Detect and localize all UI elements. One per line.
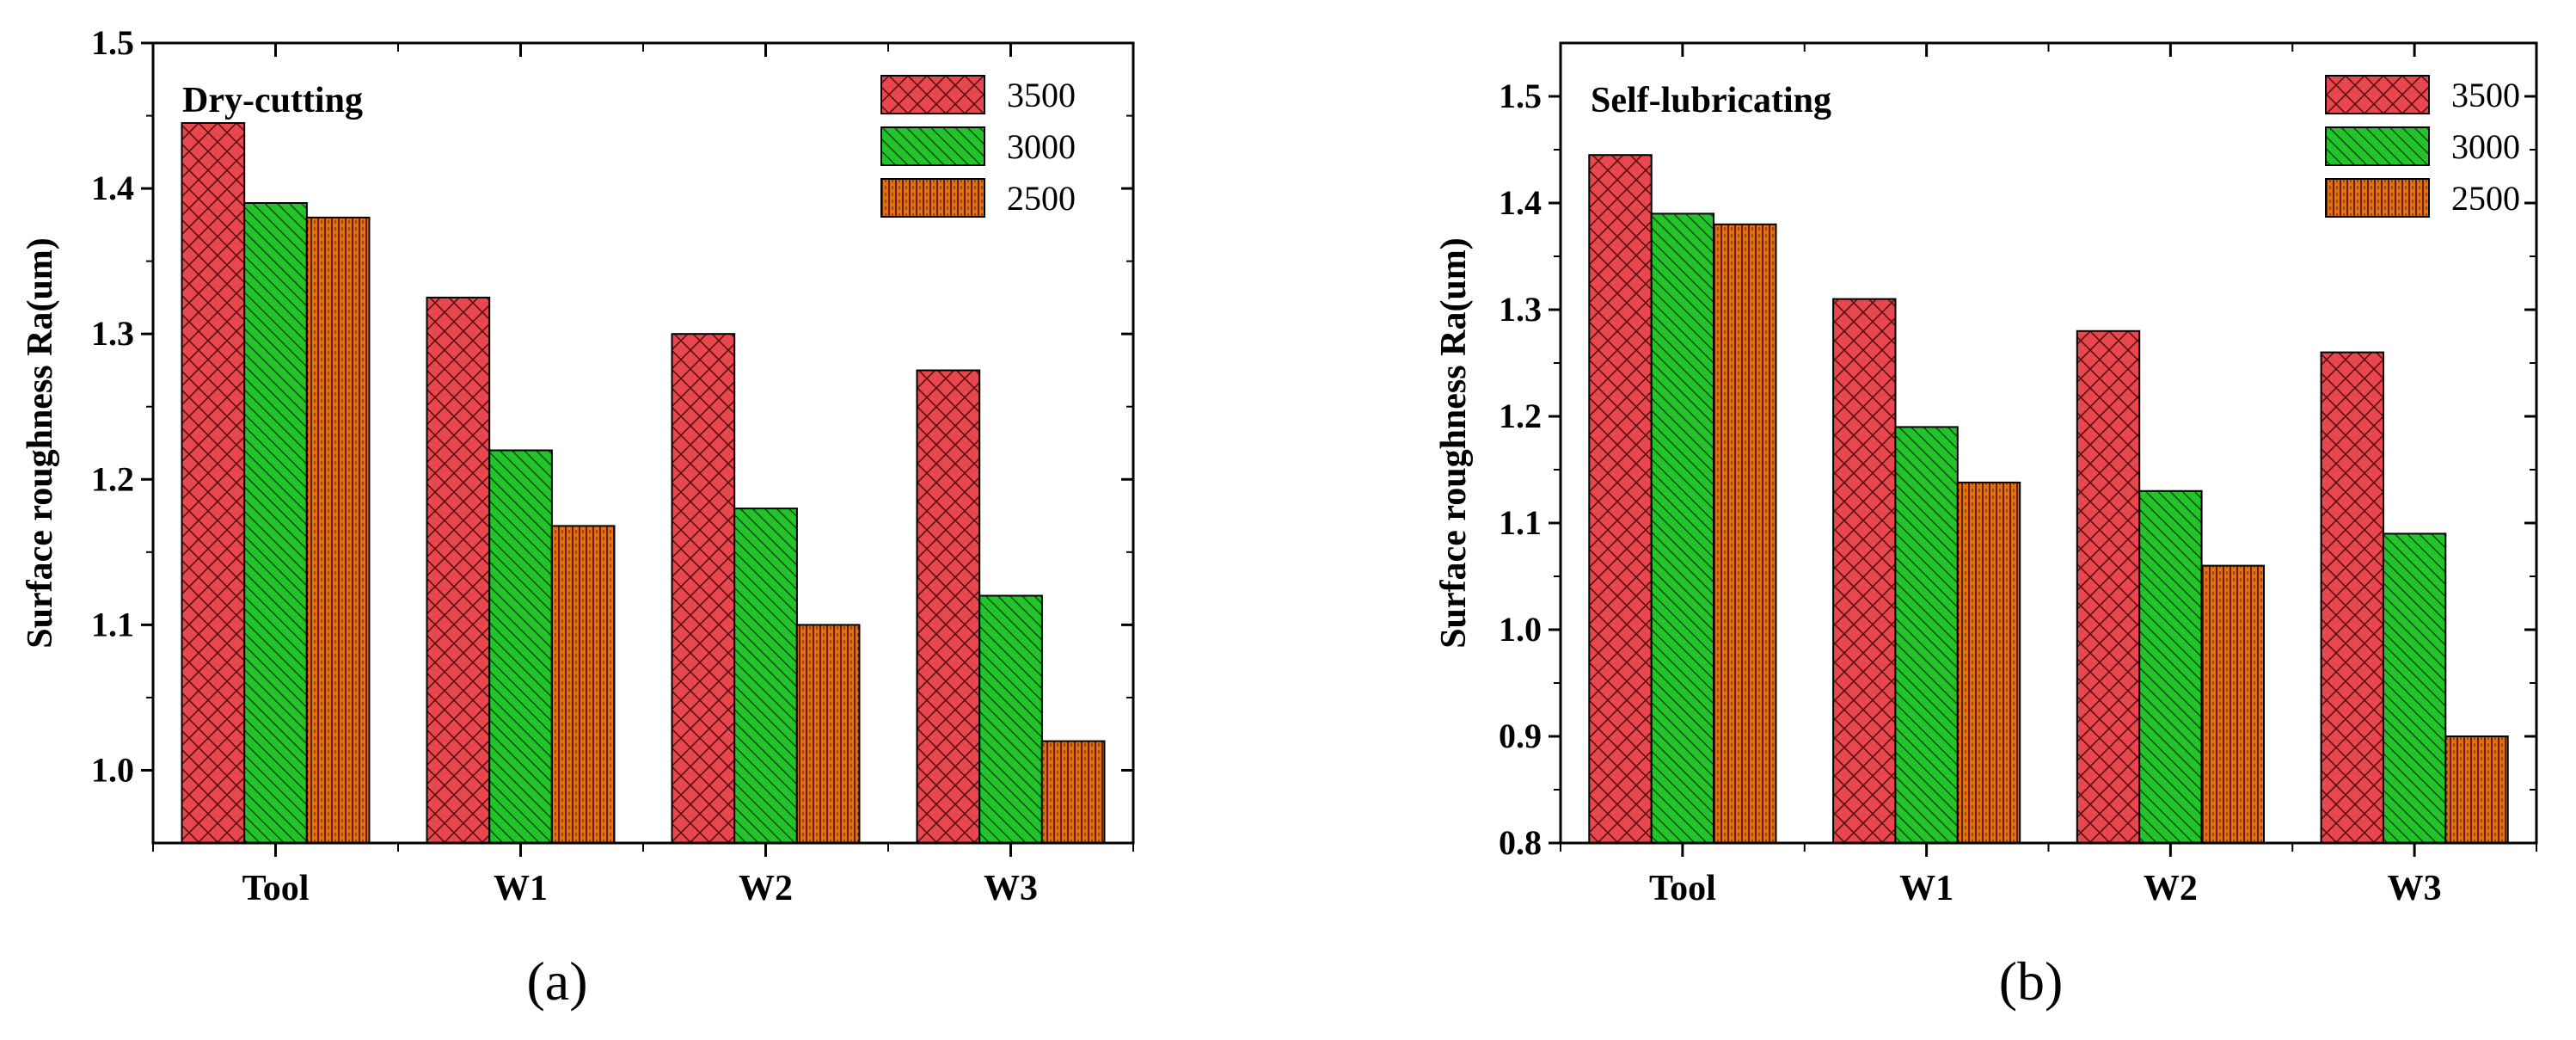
bar-w1-3500: [1832, 298, 1897, 845]
bar-tool-3500: [1588, 154, 1653, 844]
y-tick-label: 1.0: [91, 750, 134, 789]
y-tick-label: 1.0: [1499, 610, 1542, 649]
y-axis-ticks: 0.8 0.9 1.0 1.1 1.2 1.3 1.4 1.5: [1499, 77, 1561, 862]
bar-tool-3500: [181, 122, 246, 844]
bar-tool-2500: [1713, 223, 1777, 844]
y-tick-label: 1.1: [91, 605, 134, 643]
bars-group: [1588, 154, 2509, 845]
bar-w3-3000: [2382, 532, 2447, 845]
bar-w1-2500: [1956, 481, 2021, 845]
x-tick-label: W2: [739, 869, 793, 908]
bar-tool-2500: [305, 216, 371, 844]
bar-w2-2500: [2200, 564, 2266, 844]
legend-label-3000: 3000: [1007, 127, 1076, 166]
legend: 3500 3000 2500: [880, 75, 1076, 218]
legend-swatch-2500: [2325, 178, 2430, 218]
y-tick-label: 1.1: [1499, 503, 1542, 542]
x-axis-ticks: Tool W1 W2 W3: [152, 843, 1134, 908]
y-tick-label: 1.5: [1499, 77, 1542, 115]
x-tick-label: W3: [984, 869, 1038, 908]
y-tick-label: 1.3: [91, 314, 134, 353]
bar-w2-3000: [733, 508, 798, 844]
bar-w3-2500: [2444, 735, 2509, 844]
panel-label: (a): [526, 951, 587, 1012]
bar-tool-3000: [243, 202, 308, 844]
y-axis-label: Surface roughness Ra(um): [1434, 237, 1474, 649]
chart-panel-b: 0.8 0.9 1.0 1.1 1.2 1.3 1.4 1.5 Tool W1 W2 W3 Surf…: [1434, 41, 2538, 1012]
bar-w1-3500: [426, 296, 491, 844]
panel-label: (b): [1999, 951, 2064, 1012]
legend-label-3500: 3500: [2451, 76, 2520, 114]
legend-swatch-3500: [2325, 75, 2430, 114]
y-tick-label: 1.3: [1499, 290, 1542, 329]
x-tick-label: Tool: [242, 869, 310, 908]
legend-label-3500: 3500: [1007, 76, 1076, 114]
bar-w2-2500: [795, 624, 861, 845]
y-tick-label: 0.8: [1499, 823, 1542, 862]
x-tick-label: W3: [2388, 869, 2442, 908]
bar-w2-3000: [2138, 489, 2203, 844]
bar-w3-3000: [978, 594, 1043, 844]
bar-w1-3000: [488, 449, 553, 844]
x-tick-label: W1: [494, 869, 548, 908]
legend-swatch-3000: [2325, 126, 2430, 166]
y-axis-ticks: 1.0 1.1 1.2 1.3 1.4 1.5: [91, 23, 153, 789]
legend-swatch-3500: [880, 75, 985, 114]
chart-title: Dry-cutting: [182, 81, 363, 120]
bar-w3-3500: [916, 369, 981, 844]
top-axis-ticks: [152, 43, 1134, 57]
legend-label-2500: 2500: [2451, 179, 2520, 218]
bar-w1-3000: [1894, 426, 1959, 844]
x-tick-label: W1: [1899, 869, 1953, 908]
bar-w3-2500: [1040, 740, 1106, 844]
bars-group: [181, 122, 1106, 845]
bar-tool-3000: [1650, 212, 1715, 844]
y-tick-label: 1.4: [91, 169, 134, 207]
bar-w2-3500: [2076, 329, 2141, 844]
legend-label-2500: 2500: [1007, 179, 1076, 218]
y-tick-label: 1.5: [91, 23, 134, 62]
right-axis-ticks: [1121, 41, 1133, 772]
right-axis-ticks: [2524, 95, 2536, 845]
x-axis-ticks: Tool W1 W2 W3: [1560, 843, 2537, 908]
legend: 3500 3000 2500: [2325, 75, 2520, 218]
bar-w2-3500: [671, 333, 736, 844]
chart-panel-a: 1.0 1.1 1.2 1.3 1.4 1.5 Tool W1 W2 W3 Surface ro…: [21, 23, 1135, 1012]
legend-label-3000: 3000: [2451, 127, 2520, 166]
x-tick-label: W2: [2144, 869, 2198, 908]
x-tick-label: Tool: [1649, 869, 1716, 908]
legend-swatch-2500: [880, 178, 985, 218]
top-axis-ticks: [1560, 43, 2537, 57]
y-tick-label: 1.4: [1499, 183, 1542, 222]
y-tick-label: 0.9: [1499, 717, 1542, 755]
y-tick-label: 1.2: [1499, 397, 1542, 435]
y-axis-label: Surface roughness Ra(um): [21, 237, 60, 649]
bar-w1-2500: [550, 525, 616, 845]
bar-w3-3500: [2320, 351, 2385, 845]
y-tick-label: 1.2: [91, 459, 134, 498]
chart-title: Self-lubricating: [1591, 81, 1831, 120]
legend-swatch-3000: [880, 126, 985, 166]
